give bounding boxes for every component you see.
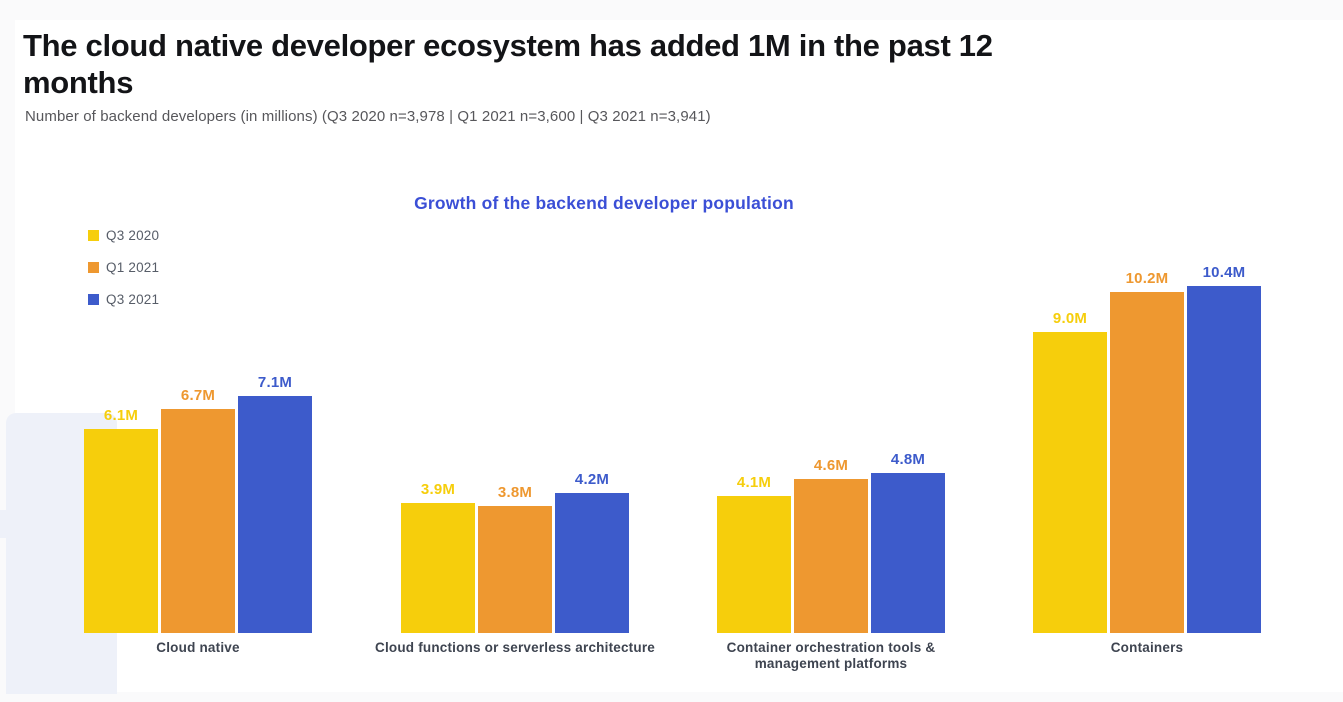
bar xyxy=(401,502,475,633)
legend-label: Q3 2021 xyxy=(106,291,160,307)
bar-value-label: 6.1M xyxy=(103,407,139,425)
legend-label: Q1 2021 xyxy=(106,259,160,275)
bar-column: 10.4M xyxy=(1187,264,1261,633)
bar-column: 7.1M xyxy=(238,374,312,633)
bar-column: 10.2M xyxy=(1110,270,1184,633)
bar xyxy=(1187,285,1261,633)
bar-value-label: 3.8M xyxy=(497,484,533,502)
bar-value-label: 4.2M xyxy=(574,470,610,488)
bar-group: 4.1M 4.6M 4.8M xyxy=(717,451,945,633)
legend-swatch-icon xyxy=(88,261,99,273)
legend-swatch-icon xyxy=(88,293,99,305)
bar-value-label: 10.4M xyxy=(1202,263,1246,281)
bar-column: 9.0M xyxy=(1033,310,1107,633)
bar xyxy=(555,492,629,633)
bar-column: 3.8M xyxy=(478,484,552,633)
bar-group: 3.9M 3.8M 4.2M xyxy=(401,471,629,633)
legend-item: Q3 2020 xyxy=(88,227,160,243)
bar-value-label: 6.7M xyxy=(180,387,216,405)
legend-label: Q3 2020 xyxy=(106,227,160,243)
category-label: Container orchestration tools & manageme… xyxy=(726,640,936,671)
category-label: Containers xyxy=(1110,640,1184,655)
bar-group: 6.1M 6.7M 7.1M xyxy=(84,374,312,633)
bar-column: 4.1M xyxy=(717,474,791,633)
bar-column: 4.6M xyxy=(794,457,868,633)
page-title: The cloud native developer ecosystem has… xyxy=(23,28,993,100)
bar-value-label: 9.0M xyxy=(1052,310,1088,328)
chart-title: Growth of the backend developer populati… xyxy=(414,193,794,213)
bar-value-label: 7.1M xyxy=(257,373,293,391)
bar-value-label: 3.9M xyxy=(420,480,456,498)
bar-value-label: 4.1M xyxy=(736,474,772,492)
bar xyxy=(871,472,945,633)
bar-value-label: 4.8M xyxy=(890,450,926,468)
bar-column: 6.7M xyxy=(161,387,235,633)
legend-item: Q1 2021 xyxy=(88,259,160,275)
bar xyxy=(1110,292,1184,633)
legend-item: Q3 2021 xyxy=(88,291,160,307)
bar xyxy=(717,496,791,633)
bar xyxy=(84,429,158,633)
bar-value-label: 10.2M xyxy=(1125,270,1169,288)
bar-column: 4.2M xyxy=(555,471,629,633)
category-label: Cloud native xyxy=(156,640,240,655)
watermark-digit-1-flag xyxy=(0,510,10,538)
bar-column: 3.9M xyxy=(401,481,475,633)
bar xyxy=(1033,332,1107,633)
bar-column: 6.1M xyxy=(84,407,158,633)
bar-value-label: 4.6M xyxy=(813,457,849,475)
bar xyxy=(794,479,868,633)
category-label: Cloud functions or serverless architectu… xyxy=(375,640,655,655)
page-subtitle: Number of backend developers (in million… xyxy=(25,108,711,125)
chart-legend: Q3 2020 Q1 2021 Q3 2021 xyxy=(88,227,160,325)
bar xyxy=(478,506,552,633)
bar xyxy=(238,395,312,633)
bar-column: 4.8M xyxy=(871,451,945,633)
legend-swatch-icon xyxy=(88,229,99,241)
bar-group: 9.0M 10.2M 10.4M xyxy=(1033,264,1261,633)
bar xyxy=(161,409,235,633)
